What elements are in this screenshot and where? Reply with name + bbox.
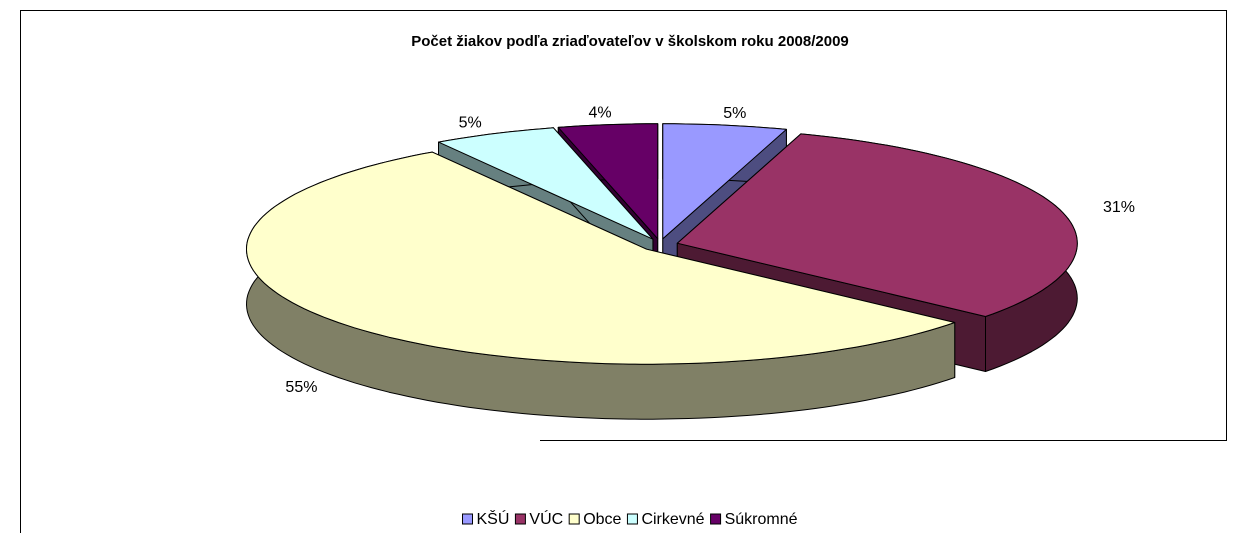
slice-top [438, 127, 654, 240]
data-label: 5% [723, 105, 746, 122]
legend-label: Cirkevné [641, 511, 704, 528]
data-label: 4% [589, 104, 612, 121]
legend-swatch [568, 513, 580, 525]
data-label: 31% [1103, 199, 1135, 216]
slice-top [557, 123, 659, 240]
slice-top [246, 151, 956, 365]
data-label: 55% [285, 379, 317, 396]
slice-top [676, 133, 1078, 317]
chart-title: Počet žiakov podľa zriaďovateľov v škols… [411, 33, 849, 50]
legend-swatch [514, 513, 526, 525]
chart-frame [20, 10, 1227, 533]
data-label: 5% [459, 114, 482, 131]
legend-label: Obce [583, 511, 621, 528]
slice-top [662, 123, 787, 240]
legend-swatch [462, 513, 473, 525]
legend-swatch [626, 513, 638, 525]
legend-label: KŠÚ [477, 509, 510, 528]
legend-label: Súkromné [725, 511, 798, 528]
legend-label: VÚC [529, 509, 563, 528]
pie-slice [246, 151, 956, 420]
legend-swatch [710, 513, 722, 525]
